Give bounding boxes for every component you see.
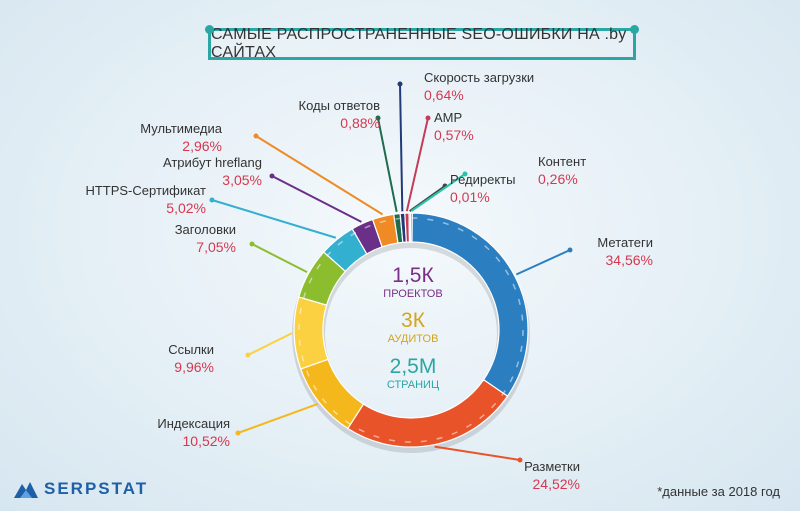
slice-value-12: 0,01% — [450, 189, 490, 205]
slice-label-3: Индексация — [157, 416, 230, 431]
leader-line-13 — [410, 173, 466, 212]
slice-value-4: 9,96% — [174, 359, 214, 375]
slice-label-11: AMP — [434, 110, 462, 125]
slice-label-12: Редиректы — [450, 172, 515, 187]
leader-line-9 — [377, 117, 398, 213]
leader-dot-5 — [249, 241, 255, 247]
serpstat-logo-icon — [14, 482, 38, 498]
leader-line-10 — [399, 83, 404, 212]
slice-label-1: Метатеги — [597, 235, 653, 250]
slice-label-10: Скорость загрузки — [424, 70, 534, 85]
slice-value-1: 34,56% — [606, 252, 653, 268]
title-dot-left-icon — [205, 25, 214, 34]
slice-label-7: Атрибут hreflang — [163, 155, 262, 170]
slice-value-9: 0,88% — [340, 115, 380, 131]
footnote: *данные за 2018 год — [657, 484, 780, 499]
slice-value-6: 5,02% — [166, 200, 206, 216]
slice-value-10: 0,64% — [424, 87, 464, 103]
title-dot-right-icon — [630, 25, 639, 34]
slice-value-5: 7,05% — [196, 239, 236, 255]
slice-label-5: Заголовки — [175, 222, 236, 237]
leader-dot-6 — [209, 197, 215, 203]
leader-dot-2 — [517, 457, 523, 463]
center-projects-value: 1,5К — [392, 264, 434, 287]
chart-title: САМЫЕ РАСПРОСТРАНЕННЫЕ SEO-ОШИБКИ НА .by… — [205, 25, 639, 61]
center-pages-label: СТРАНИЦ — [387, 379, 439, 391]
slice-label-9: Коды ответов — [299, 98, 381, 113]
leader-line-12 — [409, 185, 446, 212]
slice-value-8: 2,96% — [182, 138, 222, 154]
chart-title-text: САМЫЕ РАСПРОСТРАНЕННЫЕ SEO-ОШИБКИ НА .by… — [211, 26, 627, 61]
slice-label-2: Разметки — [524, 459, 580, 474]
leader-dot-13 — [462, 171, 468, 177]
leader-line-1 — [515, 249, 571, 276]
leader-line-5 — [251, 243, 308, 274]
leader-dot-1 — [567, 247, 573, 253]
center-audits-value: 3К — [401, 309, 426, 332]
slice-value-3: 10,52% — [183, 433, 230, 449]
leader-line-4 — [247, 332, 293, 356]
slice-label-13: Контент — [538, 154, 586, 169]
leader-line-8 — [255, 135, 384, 216]
serpstat-logo: SERPSTAT — [14, 479, 148, 499]
leader-dot-4 — [245, 352, 251, 358]
slice-value-13: 0,26% — [538, 171, 578, 187]
center-pages-value: 2,5М — [390, 355, 437, 378]
leader-line-7 — [271, 175, 362, 223]
leader-dot-8 — [253, 133, 259, 139]
leader-dot-3 — [235, 430, 241, 436]
leader-line-11 — [405, 117, 429, 212]
slice-value-11: 0,57% — [434, 127, 474, 143]
slice-value-7: 3,05% — [222, 172, 262, 188]
slice-label-8: Мультимедиа — [140, 121, 222, 136]
leader-dot-9 — [375, 115, 381, 121]
leader-line-3 — [237, 402, 319, 434]
slice-4 — [293, 296, 329, 370]
center-audits-label: АУДИТОВ — [388, 333, 439, 345]
logo-text: SERPSTAT — [44, 479, 149, 498]
leader-line-6 — [211, 199, 337, 239]
leader-dot-10 — [397, 81, 403, 87]
slice-value-2: 24,52% — [533, 476, 580, 492]
slice-label-6: HTTPS-Сертификат — [85, 183, 206, 198]
slice-13 — [409, 212, 413, 243]
slice-label-4: Ссылки — [168, 342, 214, 357]
ring-highlight — [298, 217, 524, 443]
leader-dot-7 — [269, 173, 275, 179]
leader-dot-11 — [425, 115, 431, 121]
leader-line-2 — [434, 445, 521, 461]
center-projects-label: ПРОЕКТОВ — [383, 288, 442, 300]
